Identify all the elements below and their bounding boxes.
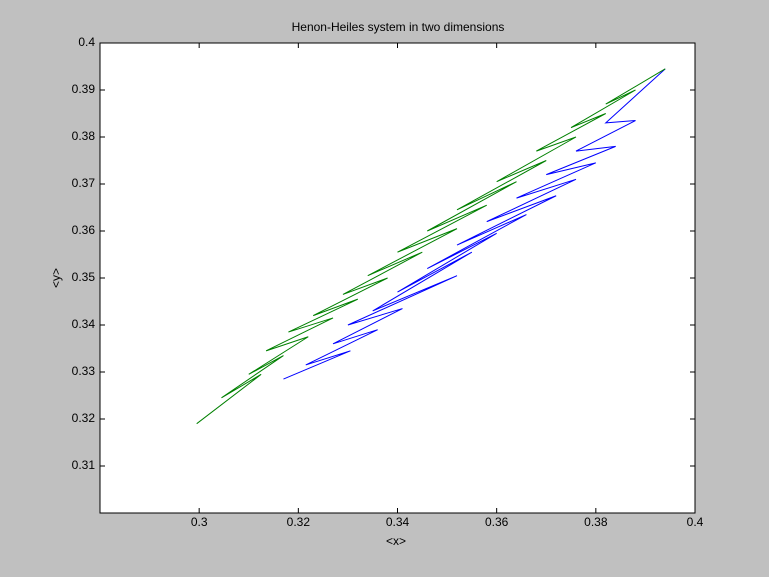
x-axis-label: <x> xyxy=(386,534,406,548)
y-tick-label: 0.31 xyxy=(72,458,96,472)
y-tick-label: 0.38 xyxy=(72,129,96,143)
y-tick-label: 0.34 xyxy=(72,317,96,331)
y-tick-label: 0.37 xyxy=(72,176,96,190)
series-line xyxy=(196,68,666,425)
y-tick-label: 0.33 xyxy=(72,364,96,378)
y-tick-label: 0.39 xyxy=(72,82,96,96)
x-tick-label: 0.38 xyxy=(584,515,608,529)
y-tick-label: 0.32 xyxy=(72,411,96,425)
y-tick-label: 0.4 xyxy=(78,35,95,49)
y-tick-label: 0.36 xyxy=(72,223,96,237)
axes xyxy=(99,42,696,514)
x-tick-label: 0.34 xyxy=(386,515,410,529)
x-tick-label: 0.32 xyxy=(287,515,311,529)
x-tick-label: 0.36 xyxy=(485,515,509,529)
chart-title: Henon-Heiles system in two dimensions xyxy=(292,20,505,34)
y-axis-label: <y> xyxy=(49,268,63,288)
x-tick-label: 0.3 xyxy=(191,515,208,529)
series-line xyxy=(283,68,666,380)
x-tick-label: 0.4 xyxy=(687,515,704,529)
y-tick-label: 0.35 xyxy=(72,270,96,284)
